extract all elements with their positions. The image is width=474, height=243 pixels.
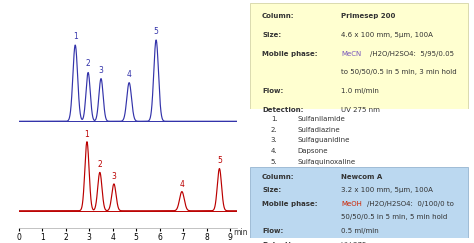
Text: 1.0 ml/min: 1.0 ml/min — [341, 88, 379, 94]
Text: 4.: 4. — [271, 148, 277, 154]
Text: MeOH: MeOH — [341, 201, 362, 207]
Text: Detection:: Detection: — [262, 242, 303, 243]
Text: Detection:: Detection: — [262, 107, 303, 113]
Text: 3.2 x 100 mm, 5μm, 100A: 3.2 x 100 mm, 5μm, 100A — [341, 187, 433, 193]
Text: 0.5 ml/min: 0.5 ml/min — [341, 228, 379, 234]
Text: Sulfaguanidine: Sulfaguanidine — [297, 138, 350, 143]
Text: to 50/50/0.5 in 5 min, 3 min hold: to 50/50/0.5 in 5 min, 3 min hold — [341, 69, 457, 75]
Text: Mobile phase:: Mobile phase: — [262, 201, 318, 207]
Text: Dapsone: Dapsone — [297, 148, 328, 154]
Text: 50/50/0.5 in 5 min, 5 min hold: 50/50/0.5 in 5 min, 5 min hold — [341, 215, 447, 220]
Text: 1: 1 — [73, 32, 78, 41]
Text: 2: 2 — [86, 60, 91, 69]
Text: 4: 4 — [127, 69, 132, 78]
Text: Sulfanilamide: Sulfanilamide — [297, 116, 345, 122]
Text: /H2O/H2SO4:  5/95/0.05: /H2O/H2SO4: 5/95/0.05 — [370, 51, 454, 57]
Text: /H2O/H2SO4:  0/100/0 to: /H2O/H2SO4: 0/100/0 to — [367, 201, 454, 207]
FancyBboxPatch shape — [250, 167, 468, 238]
Text: 3: 3 — [111, 172, 116, 181]
Text: 5: 5 — [217, 156, 222, 165]
Text: Mobile phase:: Mobile phase: — [262, 51, 318, 57]
Text: 1: 1 — [84, 130, 89, 139]
Text: 3: 3 — [99, 66, 103, 75]
Text: Column:: Column: — [262, 174, 294, 180]
Text: MeCN: MeCN — [341, 51, 362, 57]
Text: 2.: 2. — [271, 127, 277, 133]
Text: 2: 2 — [98, 160, 102, 169]
Text: Size:: Size: — [262, 187, 281, 193]
Text: Flow:: Flow: — [262, 228, 283, 234]
Text: 1.: 1. — [271, 116, 278, 122]
Text: Primesep 200: Primesep 200 — [341, 13, 396, 19]
Text: 5.: 5. — [271, 159, 277, 165]
Text: 3.: 3. — [271, 138, 278, 143]
Text: Column:: Column: — [262, 13, 294, 19]
Text: Flow:: Flow: — [262, 88, 283, 94]
Text: UV 275 nm: UV 275 nm — [341, 242, 380, 243]
Text: UV 275 nm: UV 275 nm — [341, 107, 380, 113]
Text: 4.6 x 100 mm, 5μm, 100A: 4.6 x 100 mm, 5μm, 100A — [341, 32, 433, 38]
Text: 4: 4 — [180, 180, 184, 189]
Text: Sulfadiazine: Sulfadiazine — [297, 127, 340, 133]
Text: 5: 5 — [154, 27, 158, 36]
Text: Sulfaquinoxaline: Sulfaquinoxaline — [297, 159, 356, 165]
Text: Size:: Size: — [262, 32, 281, 38]
FancyBboxPatch shape — [250, 3, 468, 109]
Text: Newcom A: Newcom A — [341, 174, 383, 180]
Text: min: min — [234, 227, 248, 237]
